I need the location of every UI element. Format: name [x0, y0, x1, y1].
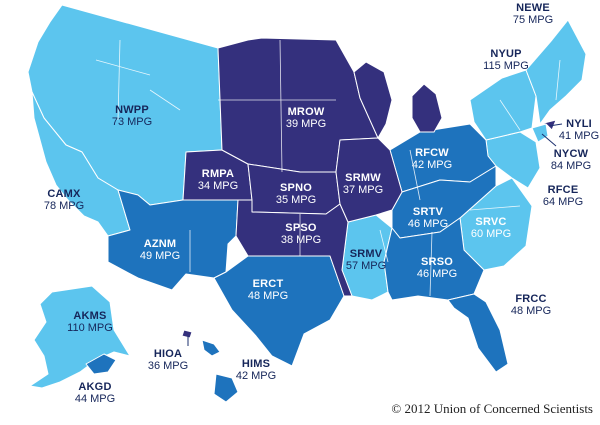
region-code: SRMV: [349, 248, 383, 260]
region-shape-srso: [383, 217, 485, 301]
region-shape-mroe: [353, 61, 393, 139]
region-mpg: 41 MPG: [558, 130, 600, 142]
region-mpg: 42 MPG: [411, 159, 453, 171]
region-code: AKMS: [73, 310, 107, 322]
region-label: SPNO 35 MPG: [276, 182, 316, 206]
region-shape-camx: [31, 91, 131, 237]
region-label: SPSO 38 MPG: [281, 222, 321, 246]
region-code: NEWE: [516, 2, 550, 14]
region-mpg: 46 MPG: [407, 218, 449, 230]
region-code: AKGD: [78, 381, 112, 393]
region-mpg: 48 MPG: [510, 305, 552, 317]
region-mpg: 78 MPG: [43, 200, 85, 212]
region-label: ERCT 48 MPG: [248, 278, 288, 302]
region-code: AZNM: [143, 238, 177, 250]
region-label: SRMW 37 MPG: [343, 172, 383, 196]
region-code: RFCE: [547, 184, 579, 196]
region-mpg: 36 MPG: [147, 360, 189, 372]
region-mpg: 46 MPG: [416, 268, 458, 280]
region-mpg: 84 MPG: [550, 160, 592, 172]
region-label: MROW 39 MPG: [286, 106, 326, 130]
region-label: SRVC 60 MPG: [471, 216, 511, 240]
region-mpg: 39 MPG: [285, 118, 327, 130]
region-label: RFCM 38 MPG: [421, 44, 461, 68]
copyright-credit: © 2012 Union of Concerned Scientists: [391, 401, 593, 416]
region-shape-akgd: [85, 353, 117, 375]
region-code: NYLI: [566, 118, 592, 130]
nycw-leader-line: [541, 133, 557, 147]
region-shape-rfcm: [411, 83, 443, 133]
region-label: NEWE 75 MPG: [513, 2, 553, 26]
region-mpg: 73 MPG: [111, 116, 153, 128]
region-label: NYUP 115 MPG: [483, 48, 529, 72]
region-label: RMPA 34 MPG: [198, 168, 238, 192]
region-code: SRTV: [412, 206, 444, 218]
region-mpg: 60 MPG: [470, 228, 512, 240]
nyli-leader-line: [548, 123, 563, 127]
region-mpg: 38 MPG: [280, 234, 322, 246]
region-label: RFCW 42 MPG: [412, 147, 452, 171]
region-code: RMPA: [201, 168, 235, 180]
region-label: NWPP 73 MPG: [112, 104, 152, 128]
region-mpg: 40 MPG: [368, 41, 410, 53]
region-label: SRMV 57 MPG: [346, 248, 386, 272]
region-mpg: 57 MPG: [345, 260, 387, 272]
region-shape-nyli: [539, 119, 557, 131]
region-mpg: 38 MPG: [420, 56, 462, 68]
region-shape-akms: [29, 285, 131, 389]
region-code: HIMS: [241, 358, 271, 370]
region-code: MROE: [372, 29, 406, 41]
region-label: NYLI 41 MPG: [559, 118, 599, 142]
region-shape-frcc: [447, 293, 509, 373]
region-code: CAMX: [47, 188, 81, 200]
region-label: RFCE 64 MPG: [543, 184, 583, 208]
region-code: SRMW: [345, 172, 381, 184]
region-label: MROE 40 MPG: [369, 29, 409, 53]
region-code: MROW: [287, 106, 325, 118]
region-mpg: 49 MPG: [139, 250, 181, 262]
region-label: HIOA 36 MPG: [148, 348, 188, 372]
region-shape-erct: [213, 255, 345, 367]
region-label: AZNM 49 MPG: [140, 238, 180, 262]
region-code: SPNO: [280, 182, 312, 194]
region-shape-hims: [201, 339, 239, 403]
region-mpg: 44 MPG: [74, 393, 116, 405]
region-mpg: 37 MPG: [342, 184, 384, 196]
region-label: NYCW 84 MPG: [551, 148, 591, 172]
state-boundary-lines: [95, 39, 561, 297]
region-code: NYUP: [490, 48, 522, 60]
region-label: HIMS 42 MPG: [236, 358, 276, 382]
region-shape-spso: [235, 199, 353, 297]
region-shape-newe: [525, 19, 587, 125]
region-code: RFCW: [415, 147, 449, 159]
region-shape-srmw: [335, 137, 403, 223]
region-mpg: 115 MPG: [483, 60, 529, 72]
region-label: SRTV 46 MPG: [408, 206, 448, 230]
region-code: SRSO: [421, 256, 453, 268]
region-mpg: 48 MPG: [247, 290, 289, 302]
region-shape-nycw: [531, 123, 549, 143]
region-label: SRSO 46 MPG: [417, 256, 457, 280]
region-label: FRCC 48 MPG: [511, 293, 551, 317]
region-code: NYCW: [553, 148, 589, 160]
region-code: ERCT: [252, 278, 284, 290]
region-shape-hioa: [181, 329, 193, 339]
region-code: SPSO: [285, 222, 317, 234]
region-mpg: 110 MPG: [67, 322, 113, 334]
region-code: SRVC: [475, 216, 507, 228]
region-mpg: 64 MPG: [542, 196, 584, 208]
region-code: HIOA: [153, 348, 183, 360]
region-label: AKGD 44 MPG: [75, 381, 115, 405]
region-label: AKMS 110 MPG: [67, 310, 113, 334]
region-label: CAMX 78 MPG: [44, 188, 84, 212]
region-code: FRCC: [515, 293, 547, 305]
region-code: RFCM: [424, 44, 458, 56]
region-mpg: 42 MPG: [235, 370, 277, 382]
region-mpg: 34 MPG: [197, 180, 239, 192]
region-mpg: 35 MPG: [275, 194, 317, 206]
region-code: NWPP: [115, 104, 149, 116]
region-mpg: 75 MPG: [512, 14, 554, 26]
